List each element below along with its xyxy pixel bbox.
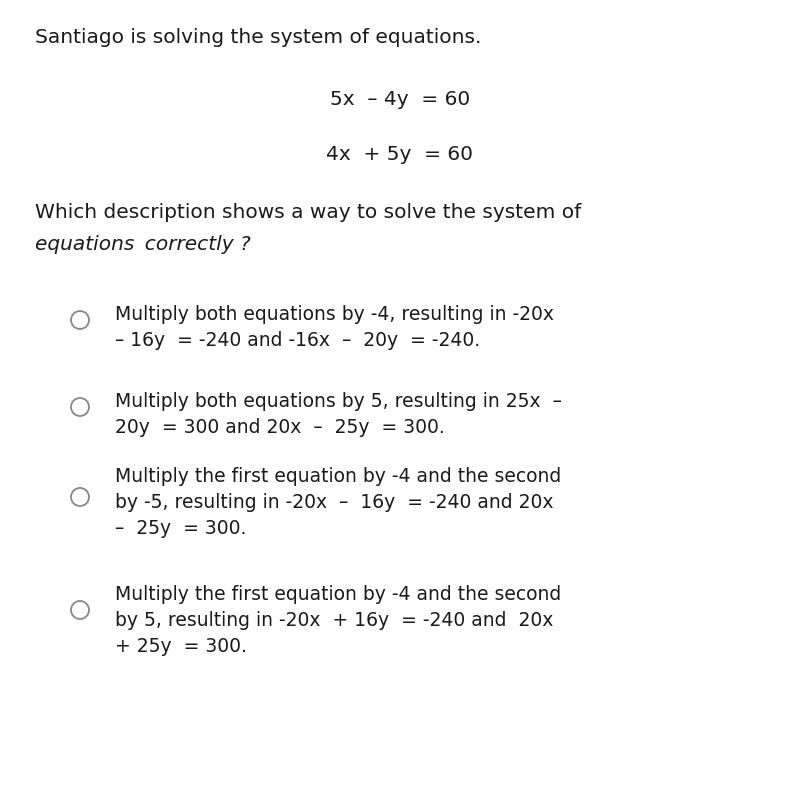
Circle shape: [71, 311, 89, 329]
Circle shape: [71, 601, 89, 619]
Text: Multiply the first equation by -4 and the second
by 5, resulting in -20x  + 16y : Multiply the first equation by -4 and th…: [115, 585, 562, 656]
Circle shape: [71, 488, 89, 506]
Text: Multiply the first equation by -4 and the second
by -5, resulting in -20x  –  16: Multiply the first equation by -4 and th…: [115, 467, 562, 537]
Text: Multiply both equations by -4, resulting in -20x
– 16y  = -240 and -16x  –  20y : Multiply both equations by -4, resulting…: [115, 305, 554, 350]
Text: Which description shows a way to solve the system of: Which description shows a way to solve t…: [35, 203, 582, 222]
Text: 4x  + 5y  = 60: 4x + 5y = 60: [326, 145, 474, 164]
Circle shape: [71, 398, 89, 416]
Text: 5x  – 4y  = 60: 5x – 4y = 60: [330, 90, 470, 109]
Text: Santiago is solving the system of equations.: Santiago is solving the system of equati…: [35, 28, 482, 47]
Text: equations  correctly ?: equations correctly ?: [35, 235, 250, 254]
Text: Multiply both equations by 5, resulting in 25x  –
20y  = 300 and 20x  –  25y  = : Multiply both equations by 5, resulting …: [115, 392, 562, 437]
